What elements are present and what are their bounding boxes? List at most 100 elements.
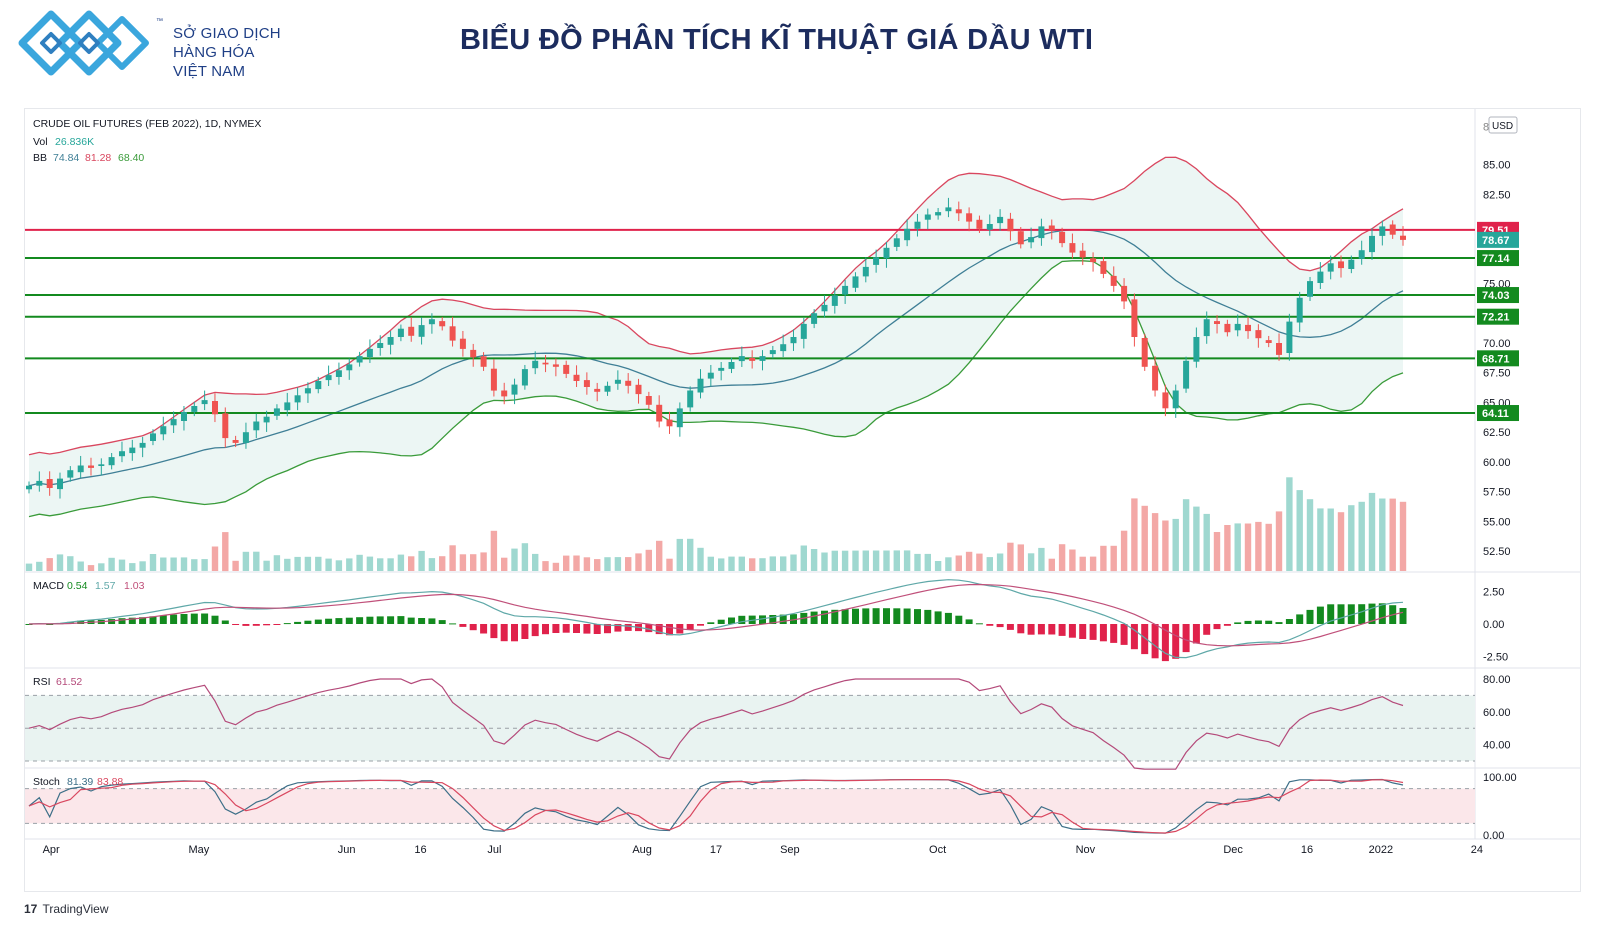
price-tick-label: 62.50	[1483, 427, 1511, 439]
volume-bar	[1317, 508, 1324, 571]
macd-histogram-bar	[686, 624, 694, 630]
candle-body	[253, 421, 260, 431]
macd-histogram-bar	[407, 617, 415, 624]
candle-body	[1338, 261, 1344, 269]
tradingview-label: TradingView	[42, 902, 109, 916]
macd-histogram-bar	[190, 613, 198, 624]
brand-logo: SỞ GIAO DỊCH HÀNG HÓA VIỆT NAM ™	[18, 10, 288, 80]
macd-histogram-bar	[914, 609, 921, 624]
candle-body	[759, 356, 766, 361]
candle-body	[1348, 259, 1355, 269]
stoch-k-value: 81.39	[67, 776, 93, 788]
chart-panel[interactable]: 85.0082.5077.5075.0070.0067.5065.0062.50…	[24, 108, 1581, 892]
candle-body	[563, 364, 570, 374]
macd-histogram-bar	[511, 624, 518, 642]
stoch-d-line	[28, 778, 1404, 834]
bollinger-band-fill	[29, 157, 1403, 517]
candle-body	[1286, 321, 1293, 353]
candle-body	[666, 419, 673, 427]
macd-histogram-bar	[1068, 624, 1076, 638]
volume-bar	[263, 560, 270, 571]
macd-histogram-bar	[170, 614, 178, 624]
candle-body	[439, 321, 446, 327]
macd-histogram-bar	[242, 624, 250, 626]
volume-bar	[965, 551, 973, 571]
trademark-mark: ™	[156, 18, 163, 25]
candle-body	[294, 395, 301, 403]
vol-label: Vol	[33, 136, 48, 148]
stoch-tick-label: 100.00	[1483, 772, 1517, 784]
volume-bar	[831, 550, 838, 571]
volume-bar	[211, 546, 219, 571]
candle-body	[387, 337, 394, 345]
level-price-tag	[1477, 250, 1519, 267]
candle-body	[356, 356, 363, 363]
macd-label: MACD	[33, 580, 64, 592]
macd-histogram-bar	[1213, 624, 1221, 630]
macd-histogram-bar	[1306, 609, 1314, 624]
volume-bar	[914, 553, 921, 571]
candle-body	[108, 457, 115, 466]
bollinger-middle-line	[28, 229, 1404, 487]
volume-bar	[1089, 556, 1097, 571]
macd-histogram-bar	[449, 623, 457, 625]
tradingview-logo-icon: 17	[24, 902, 38, 916]
volume-bar	[810, 549, 818, 571]
price-tick-label: 67.50	[1483, 368, 1511, 380]
volume-bar	[924, 553, 931, 571]
macd-histogram-bar	[139, 617, 147, 624]
volume-bar	[676, 538, 683, 571]
volume-bar	[635, 553, 642, 571]
macd-histogram-bar	[944, 612, 952, 624]
stoch-label: Stoch	[33, 776, 60, 788]
candle-body	[397, 328, 404, 337]
candle-body	[1327, 263, 1334, 272]
rsi-tick-label: 80.00	[1483, 674, 1511, 686]
candle-body	[676, 408, 683, 428]
macd-histogram-bar	[480, 624, 488, 634]
macd-histogram-bar	[428, 618, 436, 624]
candle-body	[1141, 338, 1148, 367]
price-chart[interactable]: 85.0082.5077.5075.0070.0067.5065.0062.50…	[25, 109, 1580, 891]
macd-histogram-bar	[1296, 614, 1304, 624]
candle-body	[201, 400, 208, 405]
candle-body	[1224, 323, 1231, 333]
volume-bar	[501, 557, 508, 571]
macd-histogram-bar	[1027, 624, 1035, 635]
macd-histogram-bar	[893, 608, 901, 624]
volume-bar	[222, 532, 229, 572]
volume-bar	[1100, 545, 1107, 571]
macd-histogram-bar	[975, 623, 983, 625]
macd-histogram-bar	[573, 624, 580, 633]
volume-bar	[118, 559, 126, 571]
candle-body	[1193, 337, 1200, 362]
candle-body	[1214, 321, 1220, 324]
volume-bar	[1017, 544, 1024, 571]
brand-line-2: HÀNG HÓA	[173, 44, 255, 61]
candle-body	[811, 313, 818, 324]
macd-histogram-bar	[717, 619, 725, 624]
macd-histogram-bar	[325, 618, 333, 624]
macd-histogram-bar	[1151, 624, 1159, 659]
volume-bar	[170, 557, 177, 571]
volume-bar	[718, 558, 725, 571]
macd-histogram-bar	[397, 616, 405, 624]
macd-histogram-bar	[500, 624, 508, 642]
macd-histogram-bar	[1172, 624, 1180, 659]
macd-histogram-bar	[1285, 619, 1293, 624]
volume-bar	[645, 549, 652, 571]
volume-bar	[418, 550, 425, 571]
volume-bar	[46, 558, 53, 571]
volume-bar	[273, 555, 281, 571]
candle-body	[26, 485, 32, 490]
volume-bar	[986, 557, 993, 571]
macd-histogram-bar	[1337, 604, 1345, 624]
stoch-band	[25, 788, 1475, 824]
volume-bar	[1110, 545, 1117, 572]
volume-bar	[759, 558, 766, 571]
macd-histogram-bar	[1265, 620, 1273, 624]
volume-bar	[346, 558, 353, 571]
level-price-label: 74.03	[1482, 290, 1510, 302]
candle-body	[1203, 319, 1210, 337]
volume-bar	[738, 556, 745, 571]
